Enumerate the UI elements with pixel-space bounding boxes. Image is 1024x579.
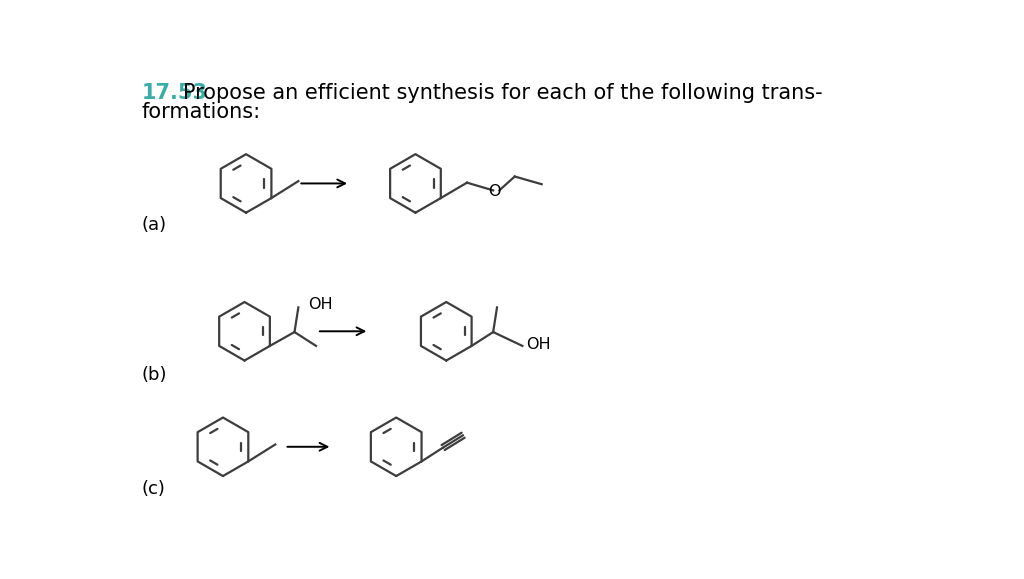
Text: O: O [487, 184, 500, 199]
Text: (b): (b) [141, 366, 167, 384]
Text: (a): (a) [141, 216, 167, 234]
Text: OH: OH [308, 297, 333, 312]
Text: OH: OH [526, 337, 551, 352]
Text: (c): (c) [141, 480, 165, 498]
Text: 17.53: 17.53 [141, 83, 207, 103]
Text: formations:: formations: [141, 102, 260, 122]
Text: Propose an efficient synthesis for each of the following trans-: Propose an efficient synthesis for each … [183, 83, 822, 103]
